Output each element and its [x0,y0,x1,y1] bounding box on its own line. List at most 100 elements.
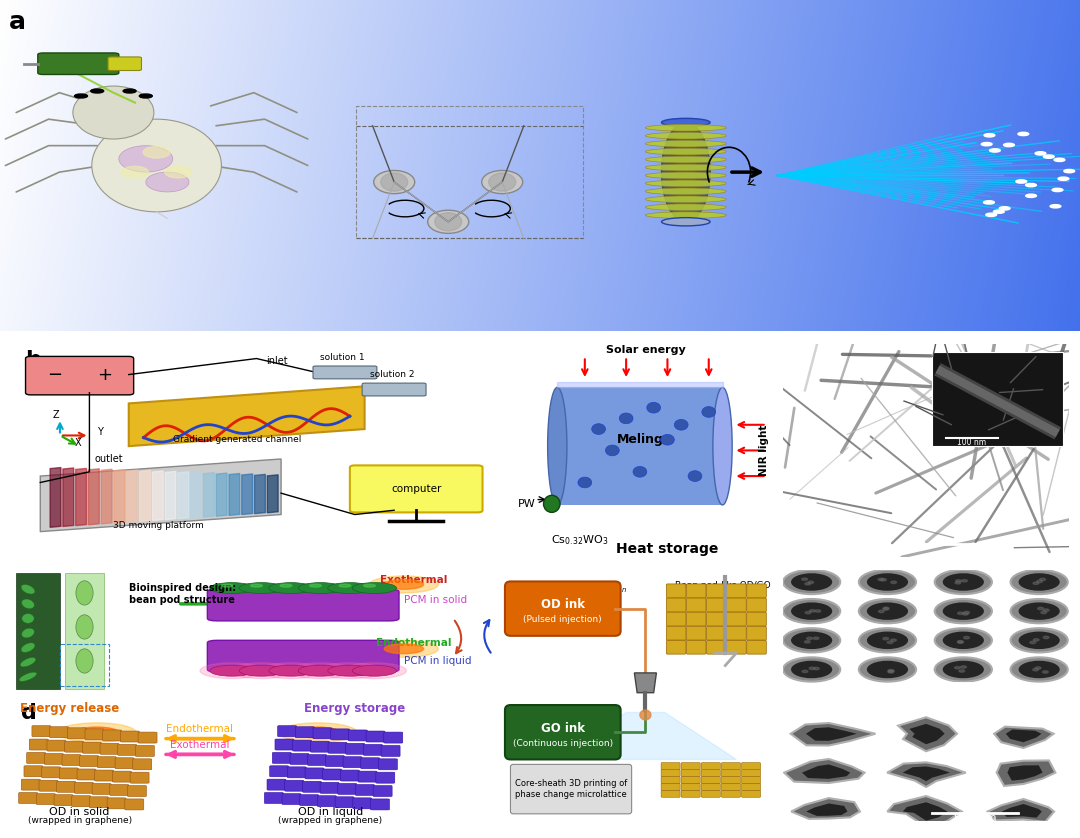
Circle shape [783,599,840,623]
FancyBboxPatch shape [265,793,283,804]
FancyBboxPatch shape [359,771,377,782]
FancyBboxPatch shape [97,757,117,768]
Circle shape [802,670,808,673]
Polygon shape [1002,804,1042,818]
Circle shape [958,612,963,614]
FancyBboxPatch shape [727,626,746,640]
Ellipse shape [428,210,469,233]
Circle shape [888,670,893,672]
Circle shape [883,608,889,610]
Circle shape [606,445,619,456]
Circle shape [1003,143,1014,147]
FancyBboxPatch shape [95,770,113,781]
Circle shape [1018,660,1059,678]
FancyBboxPatch shape [742,763,760,769]
FancyBboxPatch shape [100,743,119,754]
Circle shape [1036,667,1041,670]
Text: Energy storage: Energy storage [305,701,405,715]
FancyBboxPatch shape [67,728,86,739]
Circle shape [1011,628,1068,653]
Polygon shape [784,759,864,783]
Ellipse shape [548,387,567,505]
FancyBboxPatch shape [746,640,767,654]
Polygon shape [899,717,957,751]
Text: b: b [26,350,41,370]
Circle shape [1018,603,1059,620]
FancyBboxPatch shape [65,573,104,689]
Polygon shape [268,475,279,513]
FancyBboxPatch shape [361,758,380,768]
Ellipse shape [646,164,726,171]
Circle shape [889,670,894,672]
Text: +: + [97,365,111,384]
FancyBboxPatch shape [85,729,104,740]
Ellipse shape [72,86,153,139]
Circle shape [962,613,968,615]
Text: 500 nm: 500 nm [953,547,991,557]
Circle shape [384,580,423,589]
FancyBboxPatch shape [46,740,66,751]
FancyBboxPatch shape [349,730,367,741]
Circle shape [240,582,284,593]
Circle shape [867,632,908,649]
Circle shape [1034,582,1039,584]
Text: Energy release: Energy release [21,701,120,715]
Circle shape [91,89,104,93]
Circle shape [200,663,264,679]
Circle shape [880,578,887,581]
Circle shape [859,657,916,681]
Text: f: f [797,703,807,723]
FancyBboxPatch shape [370,799,390,810]
Circle shape [807,637,812,639]
FancyBboxPatch shape [295,727,314,737]
FancyBboxPatch shape [666,584,686,597]
FancyBboxPatch shape [364,744,382,755]
Polygon shape [1005,729,1041,742]
FancyBboxPatch shape [511,764,632,814]
Ellipse shape [489,173,516,191]
Polygon shape [909,724,945,744]
FancyBboxPatch shape [92,784,111,794]
Text: Y: Y [97,427,103,437]
FancyBboxPatch shape [721,777,741,784]
FancyBboxPatch shape [59,768,79,779]
FancyBboxPatch shape [18,793,38,804]
FancyBboxPatch shape [742,790,760,797]
Circle shape [999,207,1010,210]
FancyBboxPatch shape [343,757,362,768]
FancyBboxPatch shape [37,794,55,804]
Polygon shape [229,473,240,515]
Circle shape [982,142,993,146]
FancyBboxPatch shape [505,705,621,759]
Polygon shape [165,471,176,520]
Ellipse shape [646,125,726,131]
FancyBboxPatch shape [721,769,741,777]
Circle shape [783,628,840,653]
FancyBboxPatch shape [338,784,356,794]
Polygon shape [1008,765,1042,781]
Circle shape [240,665,284,676]
FancyBboxPatch shape [381,746,400,757]
FancyBboxPatch shape [666,626,686,640]
FancyBboxPatch shape [706,640,726,654]
Polygon shape [887,763,966,787]
Ellipse shape [19,672,37,681]
Circle shape [888,670,893,673]
FancyBboxPatch shape [346,743,365,754]
FancyBboxPatch shape [44,753,64,764]
Circle shape [791,603,833,620]
FancyBboxPatch shape [505,582,621,636]
Circle shape [310,584,322,587]
Circle shape [813,637,819,639]
Ellipse shape [543,495,561,512]
FancyBboxPatch shape [71,796,91,807]
FancyBboxPatch shape [26,356,134,395]
Circle shape [994,210,1004,214]
FancyBboxPatch shape [746,598,767,612]
Circle shape [963,611,970,613]
Circle shape [364,584,376,587]
FancyBboxPatch shape [118,744,137,755]
Circle shape [959,670,964,672]
Circle shape [805,640,810,643]
Text: (Pulsed injection): (Pulsed injection) [524,615,603,624]
